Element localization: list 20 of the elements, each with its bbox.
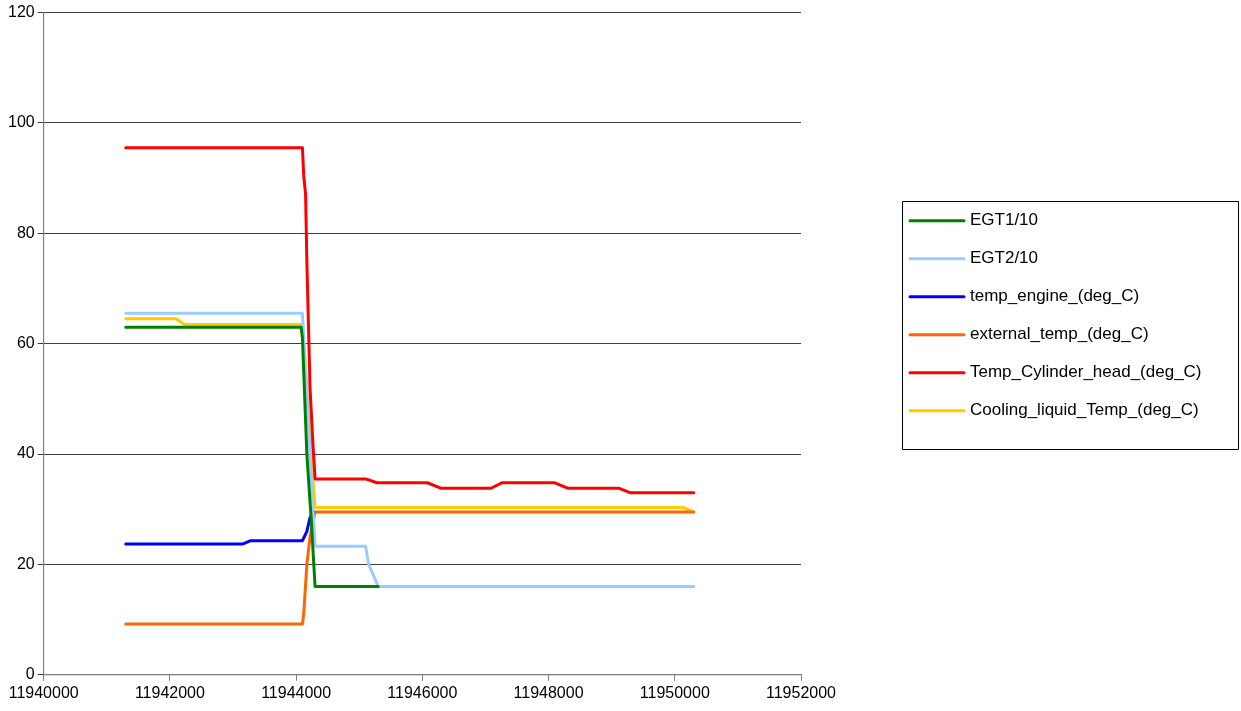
x-tick-label: 11952000 <box>766 683 837 701</box>
legend-label: external_temp_(deg_C) <box>970 324 1149 344</box>
y-tick-label: 100 <box>7 113 35 131</box>
y-tick-label: 60 <box>16 334 35 352</box>
y-tick-label: 20 <box>16 554 35 572</box>
x-tick-label: 11944000 <box>261 683 332 701</box>
x-tick-label: 11946000 <box>387 683 458 701</box>
x-tick-label: 11948000 <box>513 683 584 701</box>
legend-label: EGT2/10 <box>970 248 1039 268</box>
x-tick-label: 11940000 <box>8 683 79 701</box>
y-tick-label: 40 <box>16 444 35 462</box>
legend-label: EGT1/10 <box>970 210 1039 230</box>
legend-label: Cooling_liquid_Temp_(deg_C) <box>970 400 1199 420</box>
y-tick-label: 120 <box>7 3 35 21</box>
x-tick-label: 11942000 <box>134 683 206 701</box>
legend-label: Temp_Cylinder_head_(deg_C) <box>970 362 1202 382</box>
legend-label: temp_engine_(deg_C) <box>970 286 1140 306</box>
x-tick-label: 11950000 <box>639 683 710 701</box>
y-tick-label: 80 <box>16 223 35 241</box>
y-tick-label: 0 <box>25 665 35 683</box>
